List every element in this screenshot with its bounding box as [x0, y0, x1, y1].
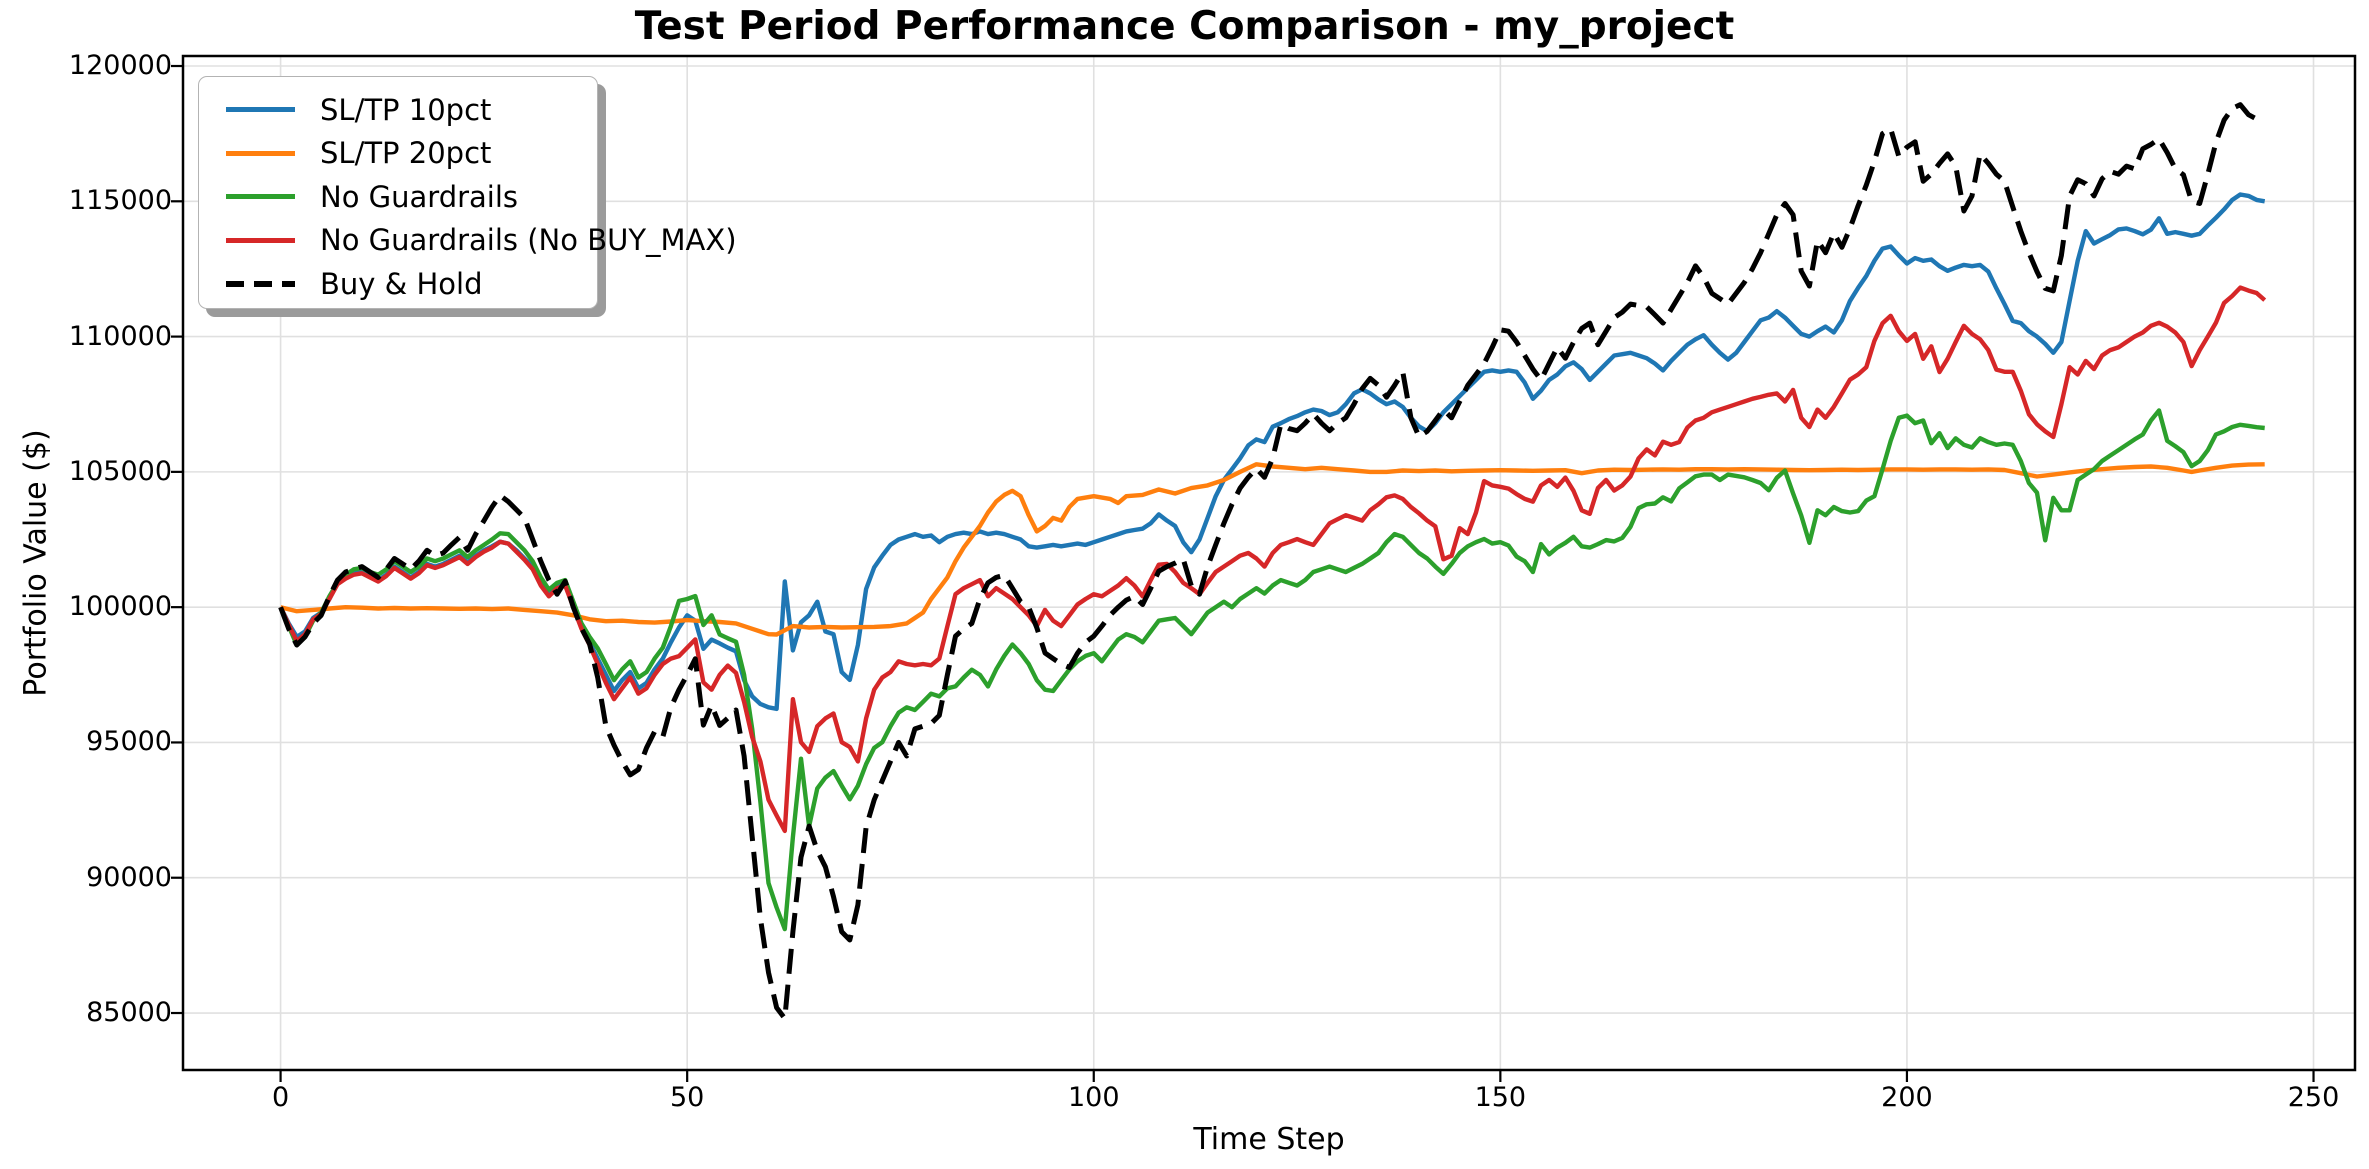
legend-line-icon-sl-tp-20pct [226, 150, 295, 156]
y-tick-label: 95000 [86, 726, 172, 758]
legend-line-icon-no-guardrails [226, 194, 295, 200]
legend-item-no-guardrails: No Guardrails [226, 175, 597, 219]
legend-item-sl-tp-20pct: SL/TP 20pct [226, 132, 597, 176]
y-tick-label: 85000 [86, 997, 172, 1029]
x-tick-label: 150 [1474, 1082, 1527, 1113]
plot-frame [181, 54, 2357, 1072]
y-tick-label: 120000 [68, 50, 172, 81]
x-tick-label: 200 [1881, 1082, 1933, 1113]
x-tick-label: 100 [1067, 1082, 1120, 1113]
series-line-no-guardrails-no-buy-max [278, 285, 2267, 834]
series-line-no-guardrails [278, 408, 2265, 932]
legend: SL/TP 10pct SL/TP 20pct No Guardrails No Gu… [198, 76, 737, 309]
legend-label: SL/TP 20pct [320, 136, 492, 171]
x-axis-label: Time Step [1193, 1122, 1345, 1157]
x-tick-label: 50 [669, 1082, 705, 1113]
y-tick-label: 115000 [68, 185, 172, 217]
legend-label: No Guardrails [320, 179, 519, 214]
legend-item-sl-tp-10pct: SL/TP 10pct [226, 88, 597, 132]
legend-line-icon-buy-hold [226, 280, 295, 287]
legend-label: SL/TP 10pct [320, 92, 492, 127]
legend-label: No Guardrails (No BUY_MAX) [320, 223, 737, 258]
y-tick-label: 90000 [86, 861, 172, 893]
legend-item-buy-hold: Buy & Hold [226, 262, 597, 306]
y-tick-label: 100000 [68, 591, 172, 623]
series-line-sl-tp-10pct [278, 192, 2266, 712]
series-line-sl-tp-20pct [280, 462, 2265, 637]
legend-line-icon-sl-tp-10pct [226, 107, 295, 113]
x-tick-label: 250 [2287, 1082, 2340, 1113]
legend-item-no-guardrails-no-buy-max: No Guardrails (No BUY_MAX) [226, 219, 737, 263]
legend-label: Buy & Hold [320, 266, 483, 301]
x-tick-label: 0 [271, 1082, 290, 1113]
y-tick-label: 110000 [68, 320, 172, 352]
legend-line-icon-no-guardrails-no-buy-max [226, 237, 295, 243]
series-line-buy-hold [278, 102, 2266, 1021]
y-tick-label: 105000 [68, 455, 172, 487]
chart-title: Test Period Performance Comparison - my_… [634, 4, 1735, 49]
